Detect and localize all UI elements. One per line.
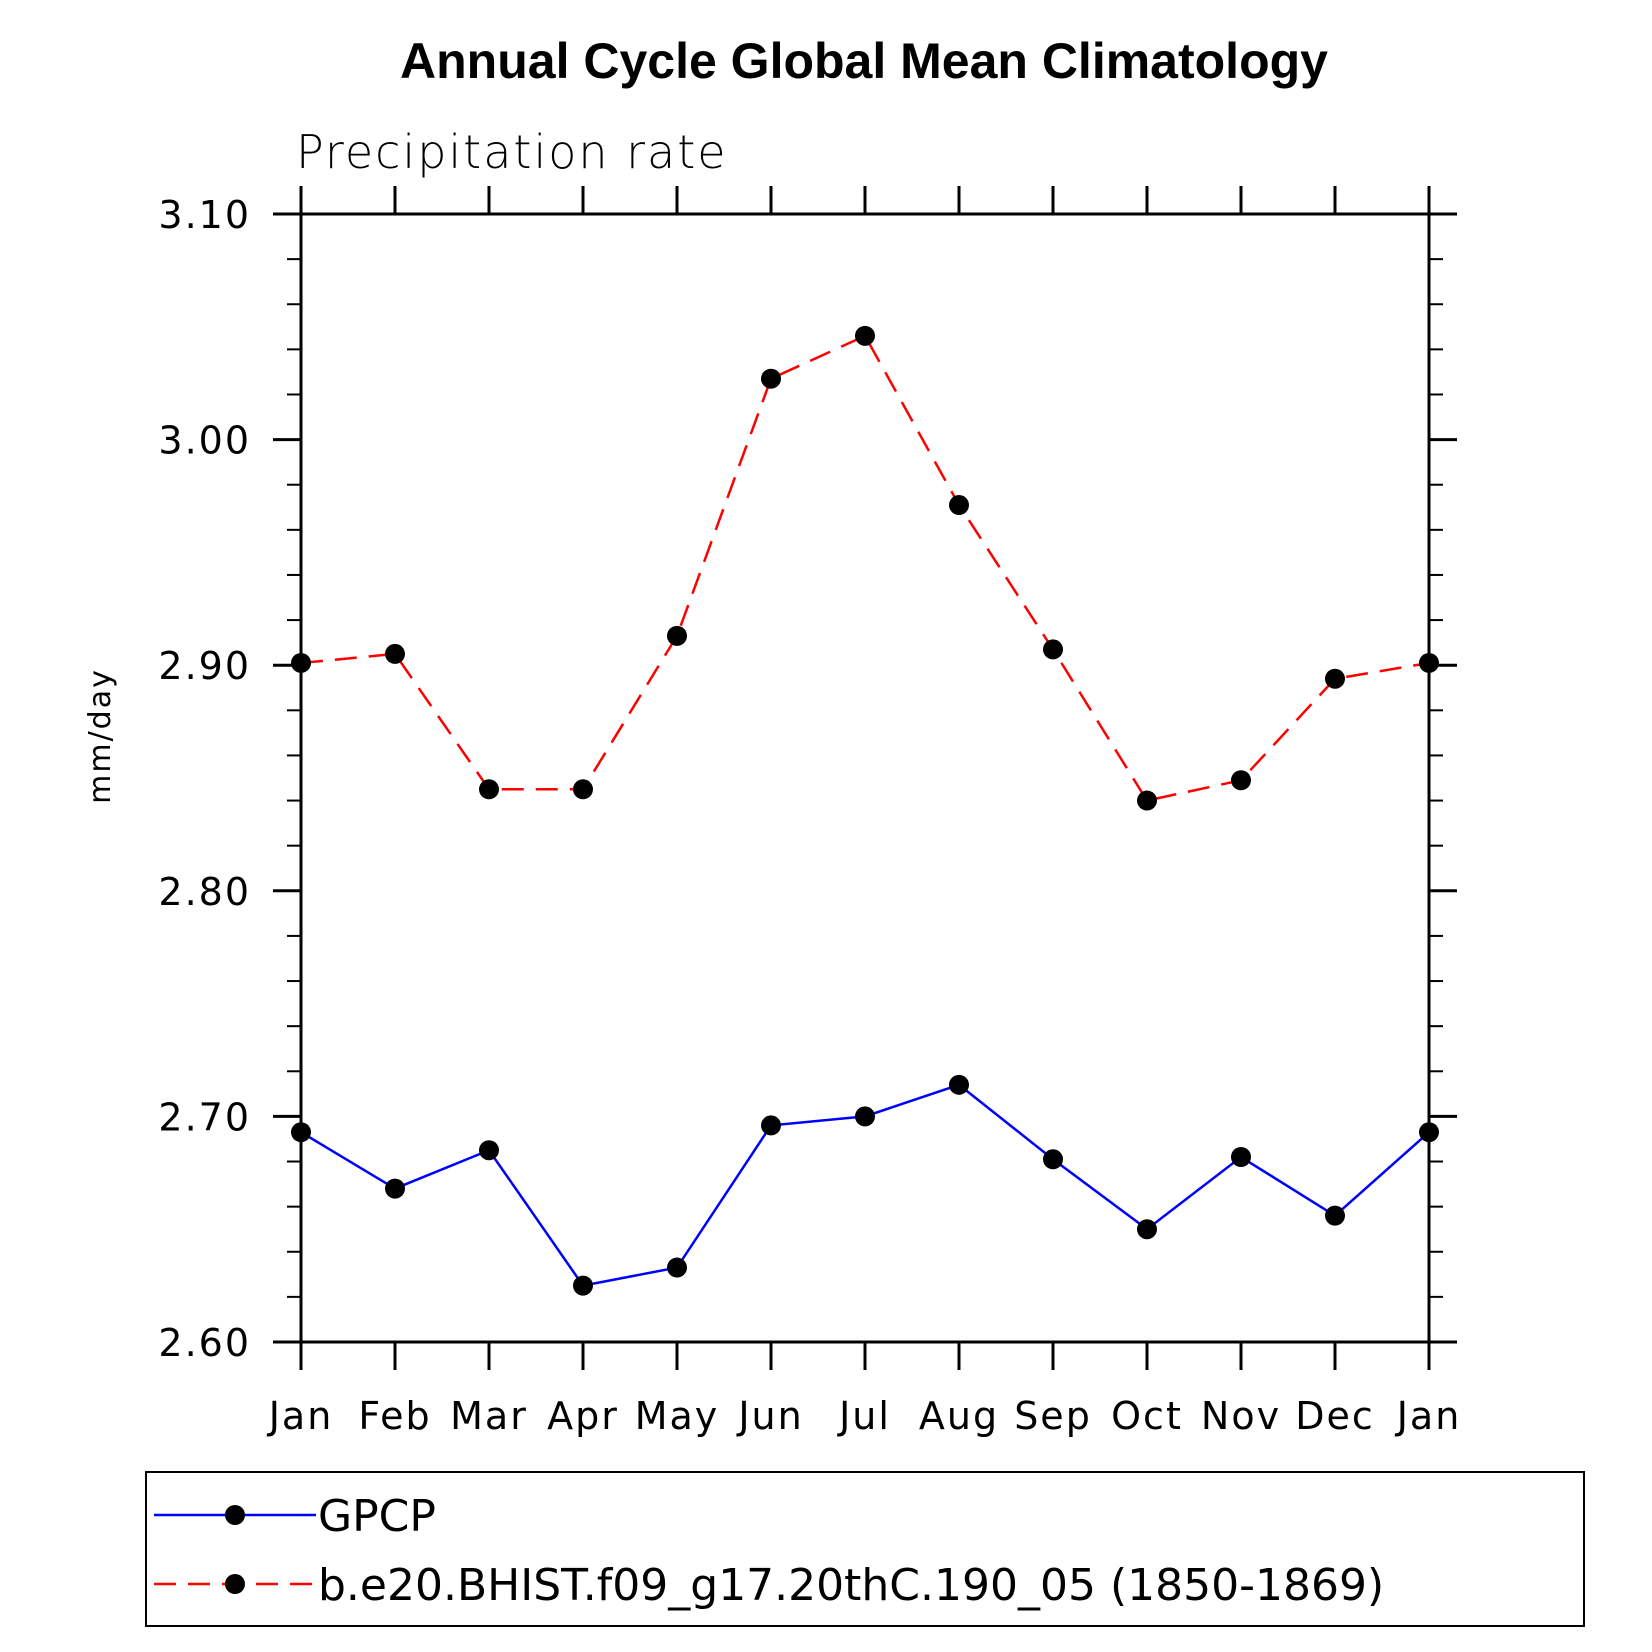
x-tick-label: Mar xyxy=(450,1394,528,1438)
x-tick-label: Jan xyxy=(267,1394,334,1438)
y-tick-labels: 2.60 2.70 2.80 2.90 3.00 3.10 xyxy=(158,193,251,1365)
legend-label: b.e20.BHIST.f09_g17.20thC.190_05 (1850-1… xyxy=(318,1560,1384,1611)
x-tick-label: Aug xyxy=(919,1394,999,1438)
data-point xyxy=(949,1074,969,1095)
x-tick-label: Jan xyxy=(1395,1394,1462,1438)
x-tick-label: Oct xyxy=(1111,1394,1183,1438)
data-point xyxy=(573,779,593,800)
legend-label: GPCP xyxy=(318,1491,436,1542)
y-tick-label: 2.70 xyxy=(158,1095,251,1139)
chart-subtitle: Precipitation rate xyxy=(296,125,728,179)
y-tick-label: 2.60 xyxy=(158,1321,251,1365)
data-point xyxy=(385,1178,405,1199)
chart-title: Annual Cycle Global Mean Climatology xyxy=(400,33,1328,89)
data-point xyxy=(479,779,499,800)
x-tick-label: Feb xyxy=(358,1394,431,1438)
data-point xyxy=(761,368,781,389)
x-tick-label: May xyxy=(635,1394,720,1438)
x-tick-label: Jul xyxy=(837,1394,891,1438)
x-tick-label: Nov xyxy=(1201,1394,1281,1438)
y-tick-label: 3.00 xyxy=(158,419,251,463)
data-point xyxy=(1231,1147,1251,1168)
data-point xyxy=(761,1115,781,1136)
data-point xyxy=(1043,639,1063,660)
data-point xyxy=(1043,1149,1063,1170)
data-point xyxy=(385,643,405,664)
y-tick-label: 2.90 xyxy=(158,644,251,688)
legend-marker xyxy=(225,1505,245,1525)
plot-frame xyxy=(299,212,1431,1344)
data-point xyxy=(667,625,687,646)
data-point xyxy=(1231,770,1251,791)
series-lines xyxy=(300,334,1430,1287)
legend-marker xyxy=(225,1574,245,1594)
data-point xyxy=(1137,790,1157,811)
data-point xyxy=(949,495,969,516)
axis-ticks xyxy=(273,186,1457,1370)
data-point xyxy=(479,1140,499,1161)
data-point xyxy=(855,1106,875,1127)
y-tick-label: 2.80 xyxy=(158,870,251,914)
y-axis-label: mm/day xyxy=(83,668,118,804)
data-point xyxy=(855,325,875,346)
x-tick-label: Jun xyxy=(736,1394,803,1438)
y-tick-label: 3.10 xyxy=(158,193,251,237)
x-tick-labels: Jan Feb Mar Apr May Jun Jul Aug Sep Oct Nov Dec Jan xyxy=(267,1394,1462,1438)
x-tick-label: Dec xyxy=(1295,1394,1375,1438)
series-line-1 xyxy=(300,334,1430,802)
legend-box xyxy=(145,1471,1585,1627)
legend: GPCP b.e20.BHIST.f09_g17.20thC.190_05 (18… xyxy=(145,1471,1585,1627)
data-point xyxy=(573,1275,593,1296)
data-point xyxy=(667,1257,687,1278)
x-tick-label: Sep xyxy=(1014,1394,1092,1438)
data-point xyxy=(1325,1205,1345,1226)
x-tick-label: Apr xyxy=(547,1394,619,1438)
data-point xyxy=(1325,668,1345,689)
series-markers xyxy=(291,325,1439,1296)
data-point xyxy=(1137,1219,1157,1240)
